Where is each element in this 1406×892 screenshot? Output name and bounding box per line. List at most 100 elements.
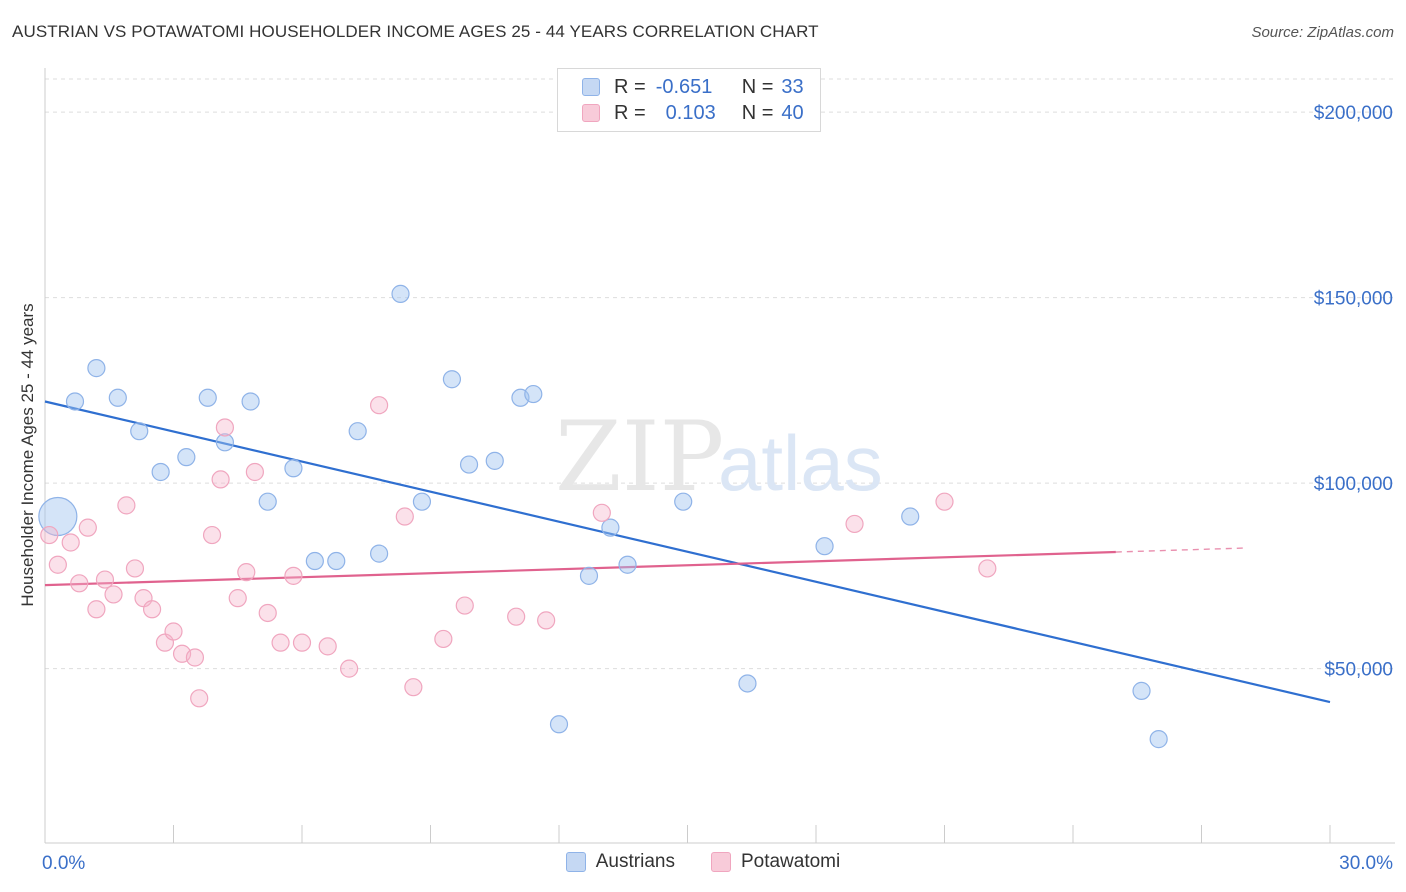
legend-label-potawatomi: Potawatomi [740, 851, 841, 872]
point-potawatomi [125, 559, 145, 578]
legend-n-label: N = [741, 101, 774, 124]
watermark: ZIP atlas [555, 401, 883, 513]
legend-n-label: N = [741, 75, 774, 98]
series-legend: Austrians Potawatomi [0, 851, 1406, 873]
point-austrians [1149, 730, 1168, 749]
point-austrians [108, 388, 127, 407]
point-austrians [618, 555, 637, 574]
point-potawatomi [340, 659, 359, 678]
point-austrians [459, 455, 479, 474]
trend-line-potawatomi-extension [1115, 547, 1245, 553]
point-potawatomi [292, 633, 312, 652]
point-potawatomi [61, 533, 80, 552]
point-austrians [241, 392, 260, 411]
point-potawatomi [117, 496, 136, 515]
point-potawatomi [370, 396, 389, 415]
point-austrians [579, 566, 599, 585]
y-tick-label: $150,000 [1314, 289, 1393, 310]
point-austrians [65, 392, 85, 411]
legend-row-austrians: R = -0.651 N = 33 [582, 74, 804, 100]
point-austrians [348, 422, 367, 441]
chart-title: AUSTRIAN VS POTAWATOMI HOUSEHOLDER INCOM… [12, 22, 819, 41]
point-potawatomi [258, 603, 277, 623]
point-potawatomi [245, 462, 264, 482]
data-points [38, 284, 1168, 749]
point-potawatomi [87, 600, 106, 619]
legend-item-austrians: Austrians [565, 851, 675, 873]
legend-r-value: -0.651 [655, 75, 713, 98]
point-austrians [485, 451, 504, 470]
point-austrians [305, 551, 324, 571]
trend-line-potawatomi [44, 550, 1116, 587]
point-potawatomi [185, 648, 205, 667]
point-austrians [442, 370, 462, 389]
point-potawatomi [190, 689, 209, 708]
point-austrians [151, 462, 170, 482]
point-potawatomi [237, 563, 256, 582]
point-austrians [524, 384, 543, 404]
x-tick-label: 0.0% [42, 853, 85, 874]
point-austrians [1132, 681, 1151, 700]
legend-n-value: 33 [781, 75, 804, 98]
point-austrians [198, 388, 217, 407]
point-austrians [901, 507, 920, 526]
point-potawatomi [40, 525, 59, 545]
point-potawatomi [845, 514, 864, 534]
point-austrians [674, 492, 693, 511]
point-potawatomi [164, 622, 183, 641]
point-austrians [177, 448, 196, 467]
source-label: Source: ZipAtlas.com [1251, 24, 1394, 41]
point-potawatomi [70, 574, 89, 593]
point-potawatomi [404, 678, 423, 697]
point-potawatomi [284, 566, 303, 585]
y-tick-label: $200,000 [1314, 103, 1393, 124]
point-potawatomi [104, 585, 123, 604]
legend-label-austrians: Austrians [595, 851, 675, 872]
point-potawatomi [271, 633, 290, 652]
point-potawatomi [142, 600, 162, 619]
x-tick-label: 30.0% [1339, 853, 1393, 874]
legend-r-label: R = [614, 75, 646, 98]
x-tick-labels: 0.0% 30.0% [42, 853, 1393, 874]
legend-row-potawatomi: R = 0.103 N = 40 [582, 100, 804, 126]
y-tick-labels: $50,000 $100,000 $150,000 $200,000 [1314, 103, 1393, 681]
trend-line-austrians [44, 400, 1331, 704]
point-potawatomi [318, 637, 337, 656]
point-austrians [815, 537, 834, 556]
point-potawatomi [434, 629, 453, 649]
point-austrians [215, 433, 234, 452]
trend-lines [44, 400, 1331, 704]
watermark-atlas: atlas [718, 419, 883, 507]
point-potawatomi [78, 518, 97, 537]
point-potawatomi [978, 559, 997, 578]
point-potawatomi [395, 507, 414, 526]
legend-swatch-potawatomi [582, 104, 600, 122]
legend-r-value: 0.103 [665, 101, 716, 124]
point-potawatomi [455, 596, 474, 615]
y-axis-label: Householder Income Ages 25 - 44 years [18, 303, 37, 607]
point-austrians [391, 284, 410, 303]
point-potawatomi [95, 570, 115, 589]
point-potawatomi [202, 525, 222, 545]
point-potawatomi [592, 503, 611, 522]
axes [44, 68, 1395, 844]
legend-swatch-austrians [565, 852, 586, 872]
legend-swatch-austrians [582, 78, 600, 96]
point-potawatomi [48, 555, 67, 574]
point-austrians [258, 492, 277, 511]
point-potawatomi [215, 418, 234, 437]
point-potawatomi [537, 611, 556, 630]
point-austrians [601, 518, 620, 537]
y-tick-label: $50,000 [1324, 660, 1393, 681]
y-tick-label: $100,000 [1314, 474, 1393, 495]
point-potawatomi [228, 589, 247, 608]
correlation-legend: R = -0.651 N = 33 R = 0.103 N = 40 [557, 68, 821, 132]
point-potawatomi [507, 607, 526, 626]
watermark-zip: ZIP [555, 401, 724, 513]
point-austrians [130, 422, 149, 441]
point-austrians [370, 544, 389, 563]
point-potawatomi [935, 492, 954, 511]
point-austrians [412, 492, 432, 511]
legend-r-label: R = [614, 101, 646, 124]
